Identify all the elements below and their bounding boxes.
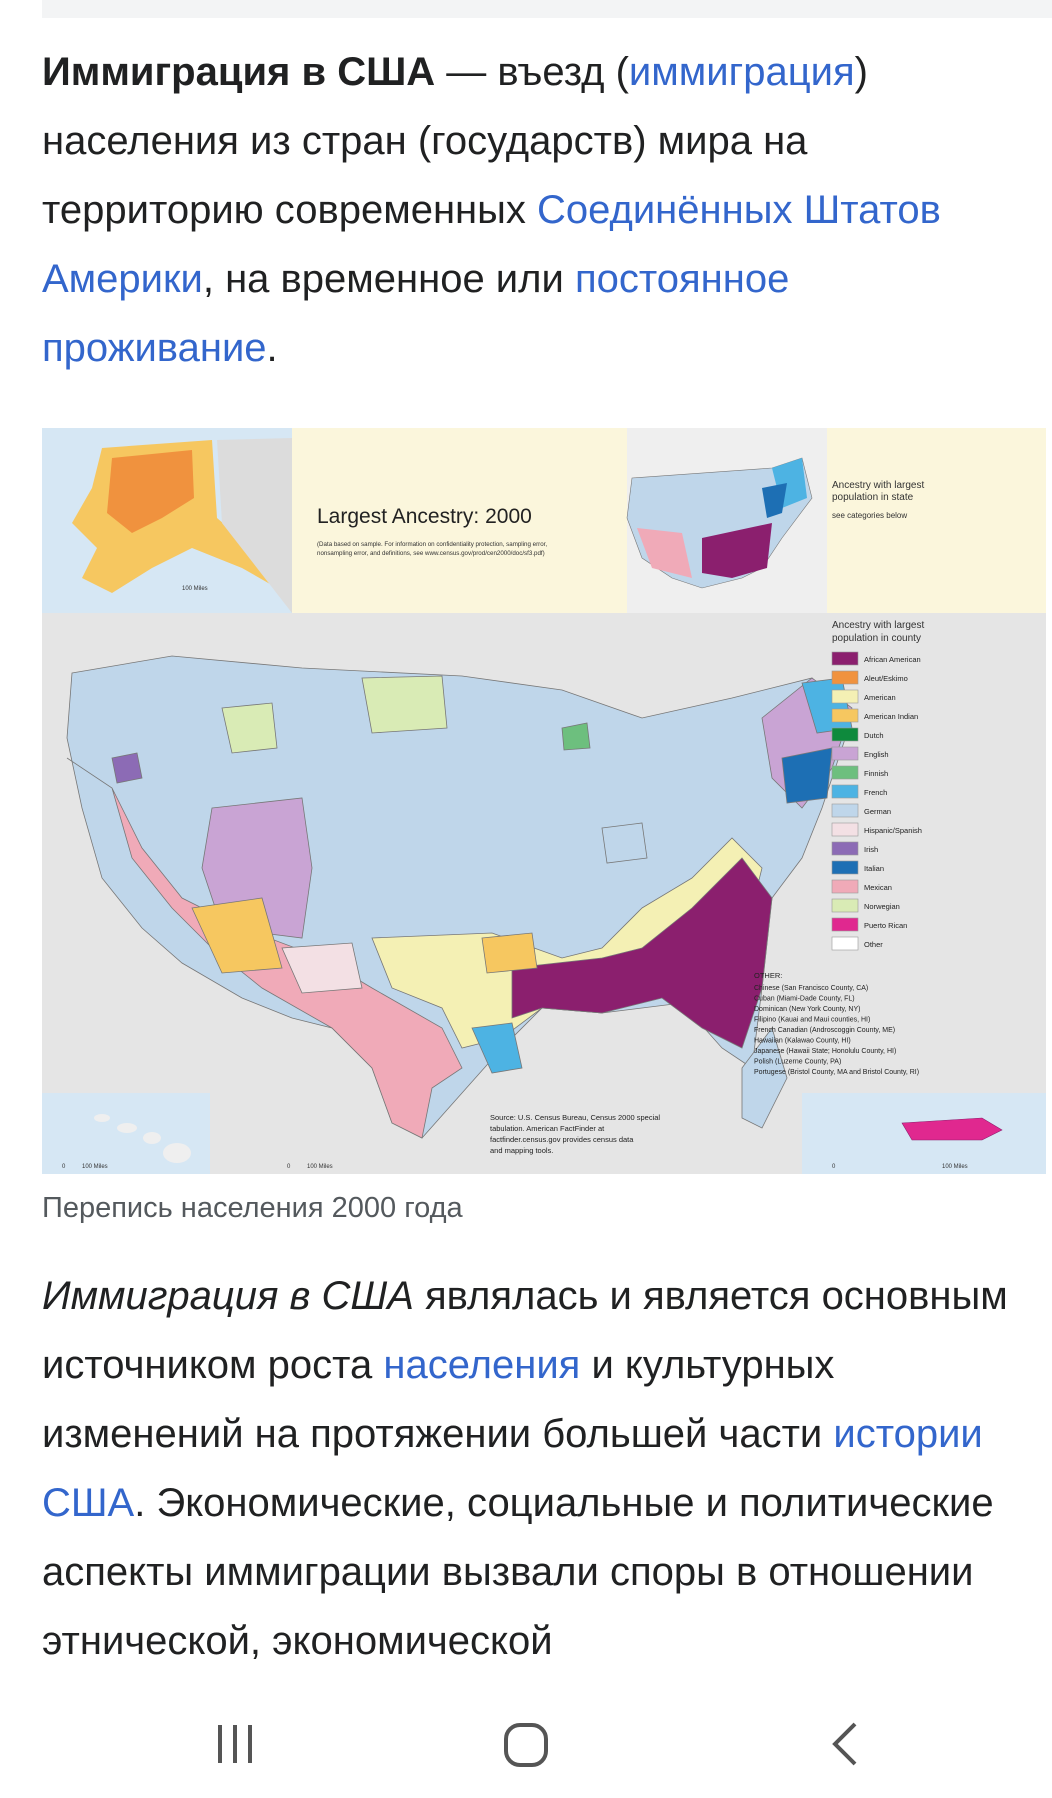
source-1: Source: U.S. Census Bureau, Census 2000 … (490, 1113, 660, 1122)
body-text-1: являлась и является основным источником … (42, 1274, 1008, 1387)
county-legend-2: population in county (832, 633, 921, 644)
legend-label: Italian (864, 864, 884, 873)
county-legend: Ancestry with largest population in coun… (831, 620, 924, 951)
legend-label: American Indian (864, 712, 918, 721)
body-italic-term: Иммиграция в США (42, 1274, 414, 1318)
recent-apps-icon[interactable] (190, 1700, 280, 1790)
alaska-scale-label: 100 Miles (182, 586, 208, 592)
legend-swatch (831, 936, 859, 951)
legend-swatch (831, 651, 859, 666)
android-navigation-bar (0, 1690, 1052, 1798)
legend-swatch (831, 860, 859, 875)
legend-label: English (864, 750, 889, 759)
intro-text-1: — въезд ( (435, 50, 629, 94)
other-item: French Canadian (Androscoggin County, ME… (754, 1027, 895, 1034)
other-item: Chinese (San Francisco County, CA) (754, 985, 868, 992)
legend-swatch (831, 746, 859, 761)
state-legend-3: see categories below (832, 511, 907, 520)
intro-text-2: ) населения из стран (государств) мира н… (42, 50, 868, 232)
map-note-2: nonsampling error, and definitions, see … (317, 550, 545, 557)
link-usa[interactable]: Соединённых Штатов Америки (42, 188, 941, 301)
pr-scale-zero: 0 (832, 1164, 836, 1170)
legend-label: Mexican (864, 883, 892, 892)
other-item: Cuban (Miami-Dade County, FL) (754, 996, 855, 1003)
figure-caption: Перепись населения 2000 года (42, 1192, 463, 1224)
alaska-inset: 100 Miles (42, 428, 292, 613)
legend-swatch (831, 765, 859, 780)
body-paragraph: Иммиграция в США являлась и является осн… (42, 1262, 1032, 1676)
other-ancestry-list: OTHER: Chinese (San Francisco County, CA… (754, 971, 919, 1076)
legend-swatch (831, 898, 859, 913)
intro-text-3: , на временное или (202, 257, 575, 301)
body-text-3: . Экономические, социальные и политическ… (42, 1481, 994, 1663)
source-3: factfinder.census.gov provides census da… (490, 1135, 634, 1144)
other-item: Hawaiian (Kalawao County, HI) (754, 1038, 851, 1045)
body-text-2: и культурных изменений на протяжении бол… (42, 1343, 835, 1456)
legend-swatch (831, 727, 859, 742)
source-4: and mapping tools. (490, 1146, 553, 1155)
legend-label: Hispanic/Spanish (864, 826, 922, 835)
state-legend-1: Ancestry with largest (832, 480, 924, 491)
article-title-bold: Иммиграция в США (42, 50, 436, 94)
legend-swatch (831, 689, 859, 704)
link-us-history[interactable]: истории США (42, 1412, 983, 1525)
ancestry-map-figure[interactable]: 100 Miles Largest Ancestry: 2000 (Data b… (42, 428, 1046, 1174)
legend-label: Finnish (864, 769, 888, 778)
state-level-inset: Ancestry with largest population in stat… (626, 428, 924, 613)
legend-label: Irish (864, 845, 878, 854)
home-icon[interactable] (481, 1700, 571, 1790)
top-toolbar-edge (42, 0, 1052, 18)
main-county-map (66, 655, 853, 1139)
pr-scale-label: 100 Miles (942, 1164, 968, 1170)
other-item: Filipino (Kauai and Maui counties, HI) (754, 1017, 870, 1024)
map-title: Largest Ancestry: 2000 (317, 505, 532, 528)
legend-label: French (864, 788, 887, 797)
puerto-rico-inset: 0 100 Miles (802, 1093, 1046, 1174)
link-immigration[interactable]: иммиграция (628, 50, 855, 94)
other-title: OTHER: (754, 971, 782, 980)
legend-swatch (831, 879, 859, 894)
county-legend-1: Ancestry with largest (832, 620, 924, 631)
legend-label: Other (864, 940, 883, 949)
hawaii-scale-label: 100 Miles (82, 1164, 108, 1170)
legend-swatch (831, 708, 859, 723)
legend-swatch (831, 822, 859, 837)
other-item: Japanese (Hawaii State; Honolulu County,… (754, 1048, 896, 1055)
legend-label: German (864, 807, 891, 816)
legend-label: American (864, 693, 896, 702)
hawaii-scale-zero: 0 (62, 1164, 66, 1170)
link-permanent-residence[interactable]: постоянное проживание (42, 257, 790, 370)
main-scale-label: 100 Miles (307, 1164, 333, 1170)
legend-swatch (831, 841, 859, 856)
legend-swatch (831, 670, 859, 685)
legend-swatch (831, 803, 859, 818)
other-item: Polish (Luzerne County, PA) (754, 1059, 841, 1066)
other-item: Dominican (New York County, NY) (754, 1006, 860, 1013)
hawaii-inset: 0 100 Miles (42, 1093, 210, 1174)
legend-label: Dutch (864, 731, 884, 740)
state-legend-2: population in state (832, 492, 914, 503)
legend-label: African American (864, 655, 921, 664)
main-scale-zero: 0 (287, 1164, 291, 1170)
legend-label: Aleut/Eskimo (864, 674, 908, 683)
other-item: Portugese (Bristol County, MA and Bristo… (754, 1069, 919, 1076)
source-2: tabulation. American FactFinder at (490, 1124, 605, 1133)
legend-swatch (831, 917, 859, 932)
intro-text-4: . (266, 326, 278, 370)
legend-label: Norwegian (864, 902, 900, 911)
link-population[interactable]: населения (383, 1343, 581, 1387)
legend-swatch (831, 784, 859, 799)
intro-paragraph: Иммиграция в США — въезд (иммиграция) на… (42, 38, 1032, 383)
back-icon[interactable] (800, 1700, 890, 1790)
legend-label: Puerto Rican (864, 921, 907, 930)
map-note-1: (Data based on sample. For information o… (317, 541, 547, 548)
